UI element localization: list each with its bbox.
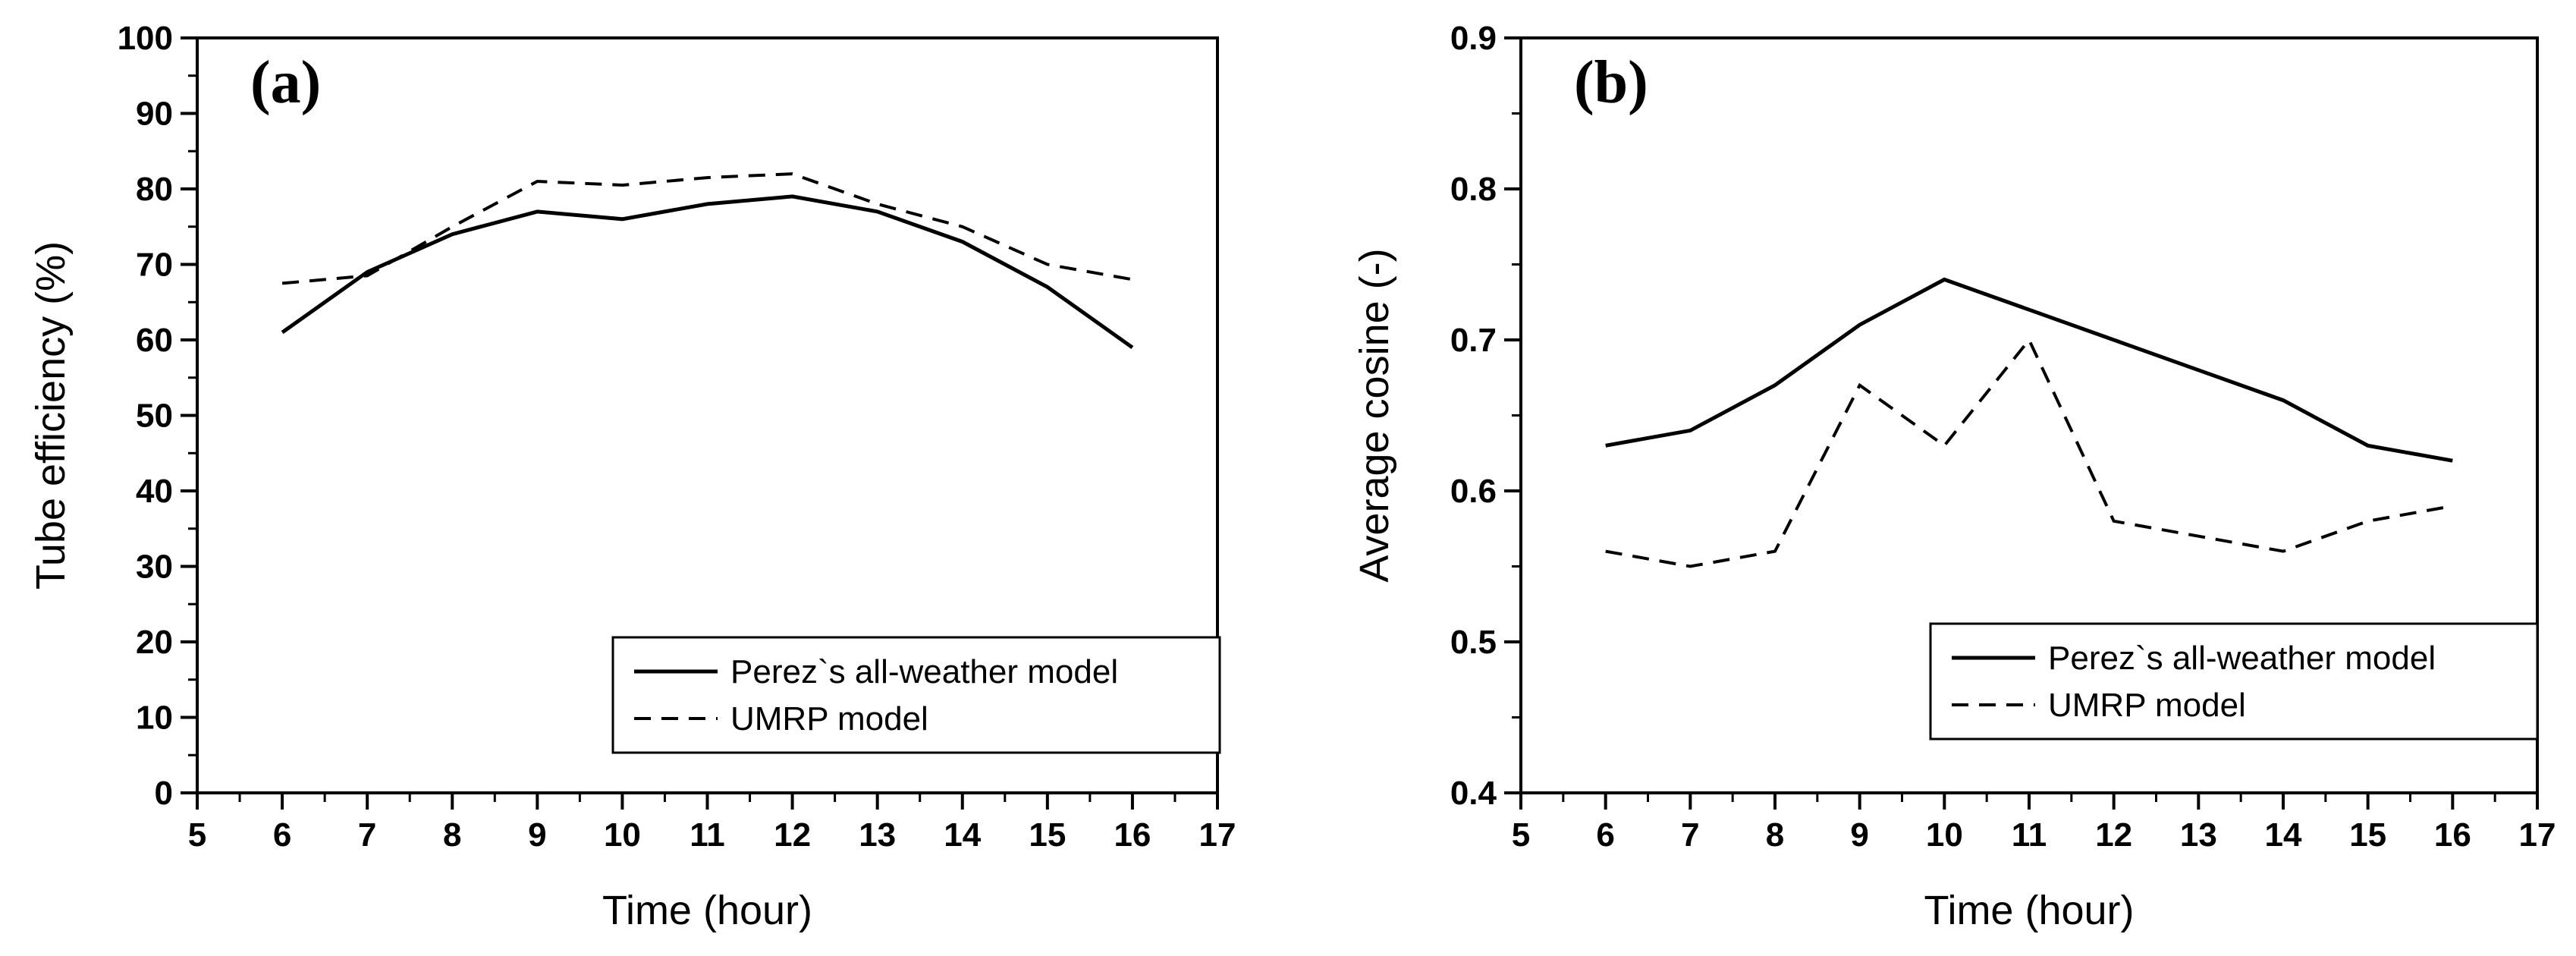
- series-line-umrp: [281, 172, 1133, 285]
- y-tick-label: 70: [136, 247, 173, 284]
- x-tick-label: 9: [1850, 816, 1868, 854]
- series-line-perez: [1605, 277, 2453, 463]
- y-tick-label: 90: [136, 96, 173, 133]
- x-tick-label: 10: [604, 816, 641, 854]
- x-tick-label: 13: [859, 816, 896, 854]
- chart-panel-a: 5 6 7 8 9 10 11 12 13 14 15 16 17 0 10 20 30 40 50 60 70 80 90…: [28, 20, 1236, 933]
- y-tick-label: 100: [118, 20, 173, 57]
- x-tick-label: 17: [1199, 816, 1236, 854]
- x-tick-label: 13: [2180, 816, 2217, 854]
- x-tick-label: 15: [1029, 816, 1066, 854]
- legend-box: [1929, 622, 2539, 741]
- y-axis-label: Average cosine (-): [1352, 248, 1397, 582]
- x-tick-label: 6: [1596, 816, 1614, 854]
- legend: Perez`s all-weather model UMRP model: [1929, 622, 2539, 741]
- x-tick-label: 8: [1766, 816, 1784, 854]
- y-tick-label: 50: [136, 398, 173, 435]
- y-tick-label: 0.6: [1450, 473, 1497, 510]
- y-tick-label: 0.5: [1450, 624, 1497, 661]
- legend-box: [611, 636, 1221, 754]
- y-tick-label: 30: [136, 549, 173, 586]
- legend: Perez`s all-weather model UMRP model: [611, 636, 1221, 754]
- x-tick-label: 14: [2265, 816, 2302, 854]
- x-axis-label: Time (hour): [1924, 888, 2134, 933]
- legend-label: UMRP model: [730, 700, 928, 737]
- legend-label: UMRP model: [2048, 687, 2246, 724]
- y-tick-label: 0.8: [1450, 171, 1497, 208]
- y-tick-label: 60: [136, 322, 173, 359]
- y-tick-label: 40: [136, 473, 173, 510]
- legend-label: Perez`s all-weather model: [2048, 640, 2436, 677]
- x-tick-label: 14: [944, 816, 981, 854]
- x-tick-label: 10: [1926, 816, 1963, 854]
- panel-label: (b): [1574, 49, 1648, 116]
- x-tick-label: 5: [188, 816, 206, 854]
- y-axis-label: Tube efficiency (%): [28, 241, 74, 590]
- y-tick-label: 80: [136, 171, 173, 208]
- x-tick-label: 17: [2519, 816, 2556, 854]
- x-tick-label: 12: [2095, 816, 2132, 854]
- x-tick-label: 9: [528, 816, 546, 854]
- x-tick-label: 11: [690, 816, 725, 854]
- x-tick-label: 11: [2012, 816, 2047, 854]
- y-tick-label: 10: [136, 700, 173, 737]
- y-tick-label: 0.4: [1450, 775, 1497, 812]
- y-tick-label: 0: [155, 775, 173, 812]
- x-tick-label: 7: [1681, 816, 1699, 854]
- x-tick-label: 5: [1512, 816, 1530, 854]
- panel-label: (a): [250, 49, 321, 116]
- x-tick-label: 8: [443, 816, 461, 854]
- x-tick-label: 15: [2349, 816, 2386, 854]
- y-tick-label: 20: [136, 624, 173, 661]
- x-axis-label: Time (hour): [602, 888, 812, 933]
- y-tick-label: 0.7: [1450, 322, 1497, 359]
- legend-label: Perez`s all-weather model: [730, 653, 1118, 690]
- y-tick-label: 0.9: [1450, 20, 1497, 57]
- series-line-perez: [281, 194, 1134, 350]
- chart-panel-b: 5 6 7 8 9 10 11 12 13 14 15 16 17 0.4 0.5 0.6 0.7 0.8 0.9 T…: [1352, 20, 2556, 933]
- x-tick-label: 12: [774, 816, 811, 854]
- x-tick-label: 16: [1114, 816, 1151, 854]
- x-tick-label: 6: [273, 816, 291, 854]
- x-tick-label: 7: [358, 816, 376, 854]
- x-tick-label: 16: [2434, 816, 2471, 854]
- series-line-umrp: [1605, 337, 2453, 568]
